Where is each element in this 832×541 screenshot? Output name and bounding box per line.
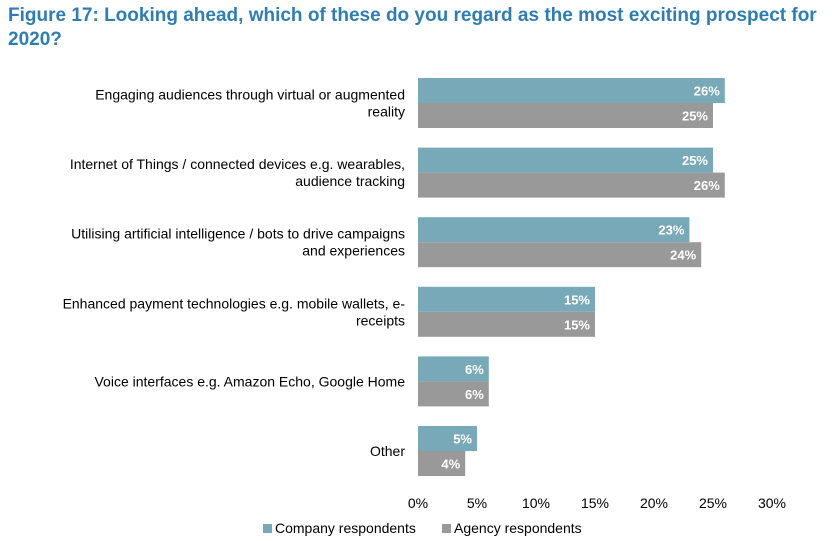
agency-bar bbox=[418, 172, 725, 198]
agency-bar bbox=[418, 381, 489, 407]
value-label: 4% bbox=[441, 457, 460, 472]
agency-legend-label: Agency respondents bbox=[454, 520, 582, 536]
x-tick-label: 5% bbox=[467, 495, 487, 511]
value-label: 6% bbox=[465, 387, 484, 402]
company-bar bbox=[418, 78, 725, 103]
agency-bar bbox=[418, 451, 466, 476]
agency-legend-swatch bbox=[442, 524, 451, 533]
category-label: Internet of Things / connected devices e… bbox=[70, 156, 405, 172]
company-legend-label: Company respondents bbox=[275, 520, 416, 536]
category-label: Other bbox=[370, 443, 405, 459]
category-label: receipts bbox=[356, 312, 405, 328]
value-label: 15% bbox=[564, 317, 590, 332]
x-tick-label: 25% bbox=[699, 495, 727, 511]
x-tick-label: 20% bbox=[640, 495, 668, 511]
company-bar bbox=[418, 426, 477, 451]
agency-bar bbox=[418, 242, 702, 268]
value-label: 6% bbox=[465, 362, 484, 377]
company-bar bbox=[418, 356, 489, 382]
company-legend-swatch bbox=[263, 524, 272, 533]
value-label: 25% bbox=[682, 109, 708, 124]
x-tick-label: 15% bbox=[581, 495, 609, 511]
category-label: audience tracking bbox=[295, 173, 405, 189]
category-label: Engaging audiences through virtual or au… bbox=[95, 87, 405, 103]
value-label: 26% bbox=[694, 84, 720, 99]
category-label: reality bbox=[368, 104, 405, 120]
value-label: 25% bbox=[682, 153, 708, 168]
category-label: and experiences bbox=[302, 243, 405, 259]
category-label: Voice interfaces e.g. Amazon Echo, Googl… bbox=[94, 373, 405, 389]
agency-bar bbox=[418, 103, 713, 128]
value-label: 15% bbox=[564, 292, 590, 307]
company-bar bbox=[418, 217, 690, 243]
company-bar bbox=[418, 286, 595, 312]
x-tick-label: 30% bbox=[758, 495, 786, 511]
category-label: Enhanced payment technologies e.g. mobil… bbox=[63, 295, 406, 311]
company-bar bbox=[418, 147, 713, 173]
x-tick-label: 10% bbox=[522, 495, 550, 511]
figure-title: Figure 17: Looking ahead, which of these… bbox=[8, 5, 817, 50]
x-tick-label: 0% bbox=[408, 495, 428, 511]
value-label: 24% bbox=[670, 248, 696, 263]
value-label: 5% bbox=[453, 432, 472, 447]
value-label: 23% bbox=[658, 223, 684, 238]
category-label: Utilising artificial intelligence / bots… bbox=[71, 226, 405, 242]
value-label: 26% bbox=[694, 178, 720, 193]
agency-bar bbox=[418, 311, 595, 337]
